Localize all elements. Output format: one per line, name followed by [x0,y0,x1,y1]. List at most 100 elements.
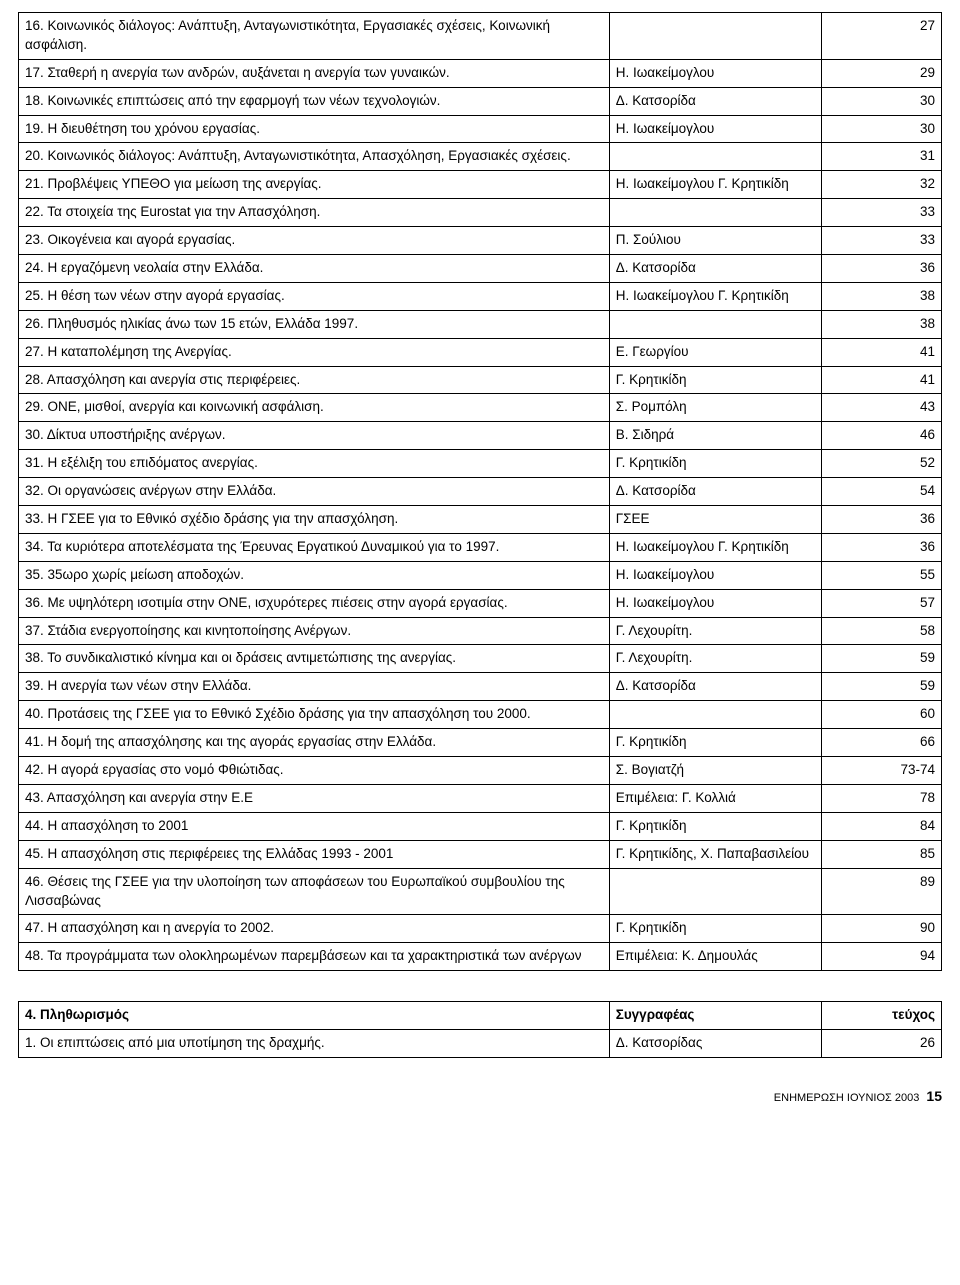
row-author: Γ. Λεχουρίτη. [609,645,821,673]
table-row: 25. Η θέση των νέων στην αγορά εργασίας.… [19,282,942,310]
row-page: 30 [822,87,942,115]
row-page: 55 [822,561,942,589]
table-row: 37. Στάδια ενεργοποίησης και κινητοποίησ… [19,617,942,645]
row-page: 60 [822,701,942,729]
footer-text: ΕΝΗΜΕΡΩΣΗ ΙΟΥΝΙΟΣ 2003 [774,1092,920,1104]
table-row: 48. Τα προγράμματα των ολοκληρωμένων παρ… [19,943,942,971]
row-author: Δ. Κατσορίδα [609,478,821,506]
row-title: 45. Η απασχόληση στις περιφέρειες της Ελ… [19,840,610,868]
footer-page-number: 15 [926,1088,942,1104]
row-page: 84 [822,812,942,840]
row-author: Επιμέλεια: Γ. Κολλιά [609,784,821,812]
row-author: Η. Ιωακείμογλου Γ. Κρητικίδη [609,533,821,561]
row-page: 94 [822,943,942,971]
row-author: Β. Σιδηρά [609,422,821,450]
row-page: 38 [822,310,942,338]
row-page: 29 [822,59,942,87]
row-page: 33 [822,227,942,255]
row-title: 18. Κοινωνικές επιπτώσεις από την εφαρμο… [19,87,610,115]
row-page: 43 [822,394,942,422]
row-author: Η. Ιωακείμογλου Γ. Κρητικίδη [609,282,821,310]
row-page: 32 [822,171,942,199]
row-title: 26. Πληθυσμός ηλικίας άνω των 15 ετών, Ε… [19,310,610,338]
row-page: 66 [822,729,942,757]
row-author [609,310,821,338]
row-page: 85 [822,840,942,868]
row-page: 36 [822,255,942,283]
table-row: 47. Η απασχόληση και η ανεργία το 2002.Γ… [19,915,942,943]
row-title: 36. Με υψηλότερη ισοτιμία στην ΟΝΕ, ισχυ… [19,589,610,617]
row-title: 4. Πληθωρισμός [19,1002,610,1030]
row-page: 78 [822,784,942,812]
table-row: 33. Η ΓΣΕΕ για το Εθνικό σχέδιο δράσης γ… [19,506,942,534]
row-title: 28. Απασχόληση και ανεργία στις περιφέρε… [19,366,610,394]
table-row: 32. Οι οργανώσεις ανέργων στην Ελλάδα.Δ.… [19,478,942,506]
row-title: 17. Σταθερή η ανεργία των ανδρών, αυξάνε… [19,59,610,87]
row-title: 37. Στάδια ενεργοποίησης και κινητοποίησ… [19,617,610,645]
row-title: 47. Η απασχόληση και η ανεργία το 2002. [19,915,610,943]
row-author [609,199,821,227]
row-author [609,868,821,915]
row-title: 21. Προβλέψεις ΥΠΕΘΟ για μείωση της ανερ… [19,171,610,199]
section-header-row: 4. ΠληθωρισμόςΣυγγραφέαςτεύχος [19,1002,942,1030]
row-author [609,701,821,729]
row-title: 23. Οικογένεια και αγορά εργασίας. [19,227,610,255]
table-row: 26. Πληθυσμός ηλικίας άνω των 15 ετών, Ε… [19,310,942,338]
row-title: 25. Η θέση των νέων στην αγορά εργασίας. [19,282,610,310]
row-page: 27 [822,13,942,60]
row-page: 58 [822,617,942,645]
row-author: Γ. Κρητικίδη [609,729,821,757]
row-page: 89 [822,868,942,915]
row-author: Γ. Λεχουρίτη. [609,617,821,645]
row-author: Επιμέλεια: Κ. Δημουλάς [609,943,821,971]
table-row: 39. Η ανεργία των νέων στην Ελλάδα.Δ. Κα… [19,673,942,701]
row-title: 16. Κοινωνικός διάλογος: Ανάπτυξη, Ανταγ… [19,13,610,60]
row-author: Δ. Κατσορίδα [609,87,821,115]
table-row: 30. Δίκτυα υποστήριξης ανέργων.Β. Σιδηρά… [19,422,942,450]
row-title: 30. Δίκτυα υποστήριξης ανέργων. [19,422,610,450]
row-title: 34. Τα κυριότερα αποτελέσματα της Έρευνα… [19,533,610,561]
row-author: Γ. Κρητικίδη [609,450,821,478]
row-title: 41. Η δομή της απασχόλησης και της αγορά… [19,729,610,757]
table-row: 45. Η απασχόληση στις περιφέρειες της Ελ… [19,840,942,868]
row-author: Δ. Κατσορίδας [609,1030,821,1058]
table-row: 1. Οι επιπτώσεις από μια υποτίμηση της δ… [19,1030,942,1058]
table-row: 17. Σταθερή η ανεργία των ανδρών, αυξάνε… [19,59,942,87]
contents-table-2: 4. ΠληθωρισμόςΣυγγραφέαςτεύχος1. Οι επιπ… [18,1001,942,1058]
row-title: 1. Οι επιπτώσεις από μια υποτίμηση της δ… [19,1030,610,1058]
row-title: 42. Η αγορά εργασίας στο νομό Φθιώτιδας. [19,757,610,785]
row-author: Η. Ιωακείμογλου Γ. Κρητικίδη [609,171,821,199]
row-author: Π. Σούλιου [609,227,821,255]
table-row: 46. Θέσεις της ΓΣΕΕ για την υλοποίηση τω… [19,868,942,915]
table-row: 42. Η αγορά εργασίας στο νομό Φθιώτιδας.… [19,757,942,785]
table-row: 44. Η απασχόληση το 2001Γ. Κρητικίδη84 [19,812,942,840]
table-row: 40. Προτάσεις της ΓΣΕΕ για το Εθνικό Σχέ… [19,701,942,729]
row-page: 57 [822,589,942,617]
table-row: 43. Απασχόληση και ανεργία στην Ε.ΕΕπιμέ… [19,784,942,812]
row-author: Γ. Κρητικίδη [609,812,821,840]
row-page: τεύχος [822,1002,942,1030]
row-author: Γ. Κρητικίδη [609,366,821,394]
table-row: 29. ΟΝΕ, μισθοί, ανεργία και κοινωνική α… [19,394,942,422]
table-row: 31. Η εξέλιξη του επιδόματος ανεργίας.Γ.… [19,450,942,478]
table-row: 34. Τα κυριότερα αποτελέσματα της Έρευνα… [19,533,942,561]
row-author: Ε. Γεωργίου [609,338,821,366]
row-title: 35. 35ωρο χωρίς μείωση αποδοχών. [19,561,610,589]
row-author [609,143,821,171]
table-row: 38. Το συνδικαλιστικό κίνημα και οι δράσ… [19,645,942,673]
row-title: 39. Η ανεργία των νέων στην Ελλάδα. [19,673,610,701]
row-page: 41 [822,338,942,366]
row-page: 36 [822,506,942,534]
row-title: 38. Το συνδικαλιστικό κίνημα και οι δράσ… [19,645,610,673]
row-author: Δ. Κατσορίδα [609,673,821,701]
table-row: 36. Με υψηλότερη ισοτιμία στην ΟΝΕ, ισχυ… [19,589,942,617]
table-row: 23. Οικογένεια και αγορά εργασίας.Π. Σού… [19,227,942,255]
row-title: 27. Η καταπολέμηση της Ανεργίας. [19,338,610,366]
row-author: Γ. Κρητικίδη [609,915,821,943]
row-page: 38 [822,282,942,310]
row-title: 20. Κοινωνικός διάλογος: Ανάπτυξη, Ανταγ… [19,143,610,171]
row-page: 52 [822,450,942,478]
row-author: Γ. Κρητικίδης, Χ. Παπαβασιλείου [609,840,821,868]
table-row: 16. Κοινωνικός διάλογος: Ανάπτυξη, Ανταγ… [19,13,942,60]
row-title: 48. Τα προγράμματα των ολοκληρωμένων παρ… [19,943,610,971]
